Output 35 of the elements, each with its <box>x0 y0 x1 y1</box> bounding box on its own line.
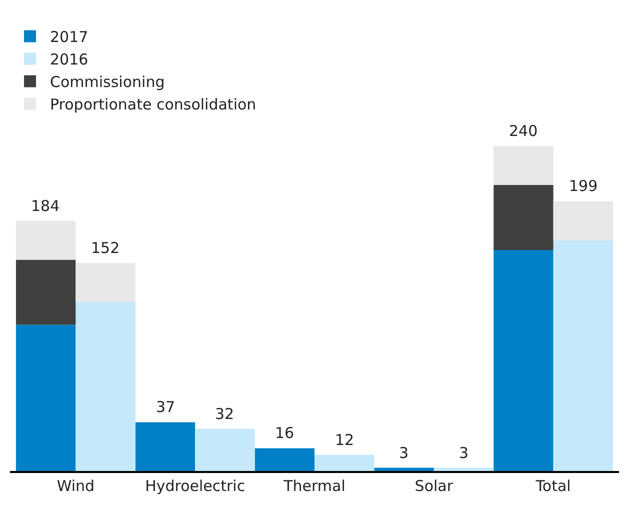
annotation: 240 <box>509 122 538 140</box>
x-tick-label: Thermal <box>282 477 346 495</box>
bar <box>494 250 554 471</box>
x-tick-label: Total <box>534 477 571 495</box>
bar <box>16 324 76 471</box>
bar <box>195 428 255 471</box>
annotation: 3 <box>399 444 409 462</box>
bar <box>434 468 494 471</box>
bar <box>314 454 374 471</box>
bar <box>16 260 76 325</box>
bar <box>16 220 76 260</box>
annotation: 12 <box>335 431 354 449</box>
annotation: 37 <box>156 398 176 416</box>
legend-label: Proportionate consolidation <box>50 96 256 114</box>
x-tick-label: Hydroelectric <box>145 477 246 495</box>
bar <box>553 201 614 240</box>
legend-label: 2016 <box>50 50 88 69</box>
bar <box>374 468 434 471</box>
annotation: 152 <box>91 239 120 257</box>
annotation: 199 <box>569 177 598 195</box>
bar <box>135 422 196 471</box>
bar <box>553 240 614 471</box>
bar <box>76 263 136 302</box>
bar <box>254 448 314 471</box>
legend-label: Commissioning <box>50 73 165 92</box>
bar <box>76 302 136 471</box>
bar <box>494 185 554 250</box>
bar <box>494 146 554 185</box>
annotation: 184 <box>31 197 60 215</box>
annotation: 32 <box>215 405 234 423</box>
x-tick-label: Solar <box>414 477 454 495</box>
annotation: 3 <box>459 444 469 462</box>
annotation: 16 <box>275 424 294 442</box>
legend-label: 2017 <box>50 28 88 46</box>
x-tick-label: Wind <box>56 477 95 495</box>
